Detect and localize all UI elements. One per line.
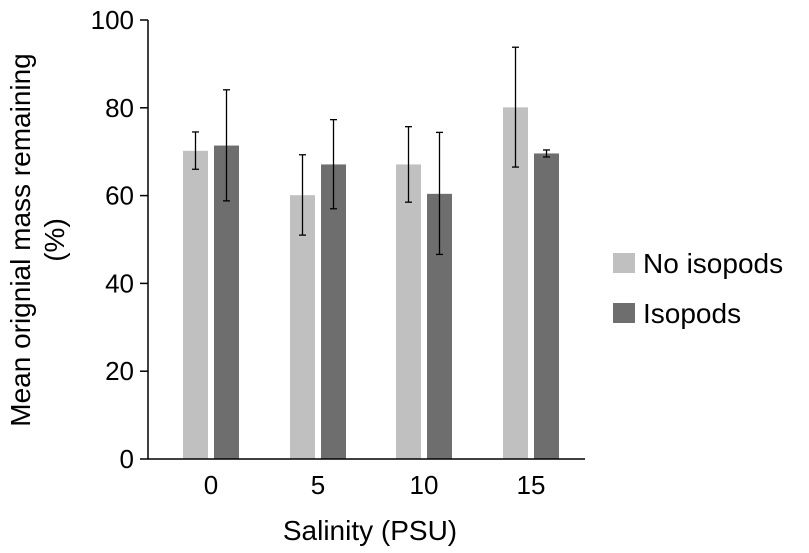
x-tick-label: 0	[204, 470, 218, 500]
error-bar	[436, 131, 443, 256]
y-axis-title: Mean orignial mass remaining (%)	[5, 53, 70, 427]
bar-isopods-5	[321, 164, 346, 459]
bar-no-isopods-0	[183, 150, 208, 459]
error-bar	[543, 149, 550, 158]
legend-swatch	[613, 253, 635, 273]
legend-label: No isopods	[643, 248, 783, 279]
x-tick-label: 5	[311, 470, 325, 500]
y-tick-label: 0	[120, 444, 134, 474]
y-tick-label: 20	[105, 356, 134, 386]
y-axis-ticks: 0 20 40 60 80 100	[91, 5, 148, 474]
legend-label: Isopods	[643, 298, 741, 329]
error-bar	[330, 119, 337, 210]
error-bar	[512, 46, 519, 168]
y-tick-label: 80	[105, 93, 134, 123]
error-bars	[192, 46, 550, 256]
bars	[183, 107, 559, 460]
y-axis-title-line-2: (%)	[39, 218, 70, 262]
bar-no-isopods-10	[396, 164, 421, 459]
bar-no-isopods-5	[290, 195, 315, 459]
y-tick-label: 60	[105, 181, 134, 211]
x-axis-ticks: 0 5 10 15	[204, 470, 546, 500]
x-axis-title: Salinity (PSU)	[283, 515, 457, 546]
y-axis-title-line-1: Mean orignial mass remaining	[5, 53, 36, 427]
legend-swatch	[613, 303, 635, 323]
error-bar	[223, 89, 230, 202]
x-tick-label: 10	[410, 470, 439, 500]
y-tick-label: 40	[105, 268, 134, 298]
error-bar	[299, 154, 306, 236]
legend: No isopods Isopods	[613, 248, 783, 329]
x-tick-label: 15	[517, 470, 546, 500]
error-bar	[405, 126, 412, 203]
bar-isopods-15	[534, 153, 559, 459]
error-bar	[192, 131, 199, 170]
y-tick-label: 100	[91, 5, 134, 35]
